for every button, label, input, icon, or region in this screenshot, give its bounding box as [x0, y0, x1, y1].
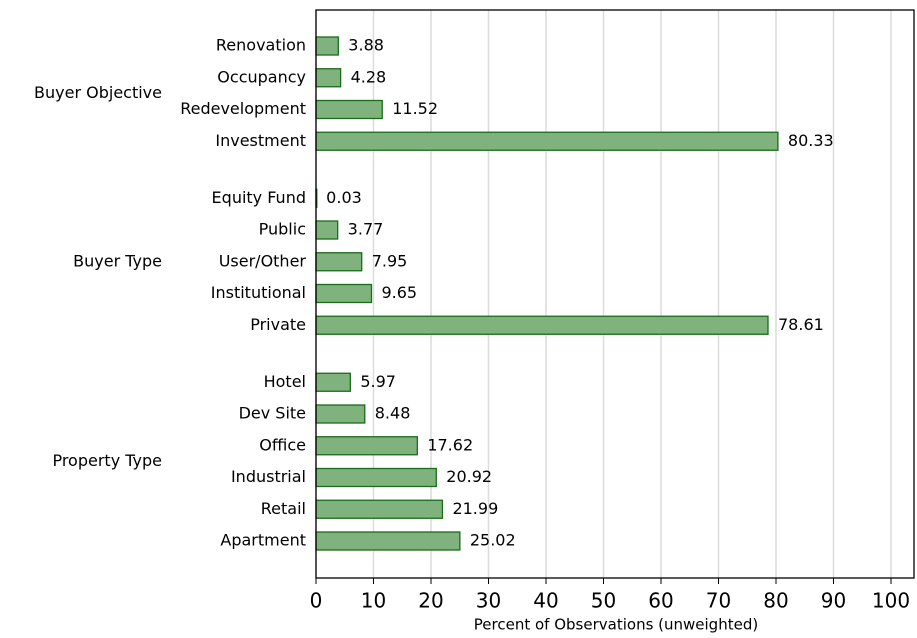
x-tick-label: 0 [310, 589, 323, 613]
bar [315, 220, 339, 240]
category-label: Renovation [216, 36, 306, 55]
x-tick-label: 10 [361, 589, 386, 613]
value-label: 11.52 [392, 99, 438, 118]
value-label: 78.61 [778, 315, 824, 334]
value-label: 7.95 [372, 251, 408, 270]
x-tick-label: 80 [763, 589, 788, 613]
category-label: Hotel [264, 372, 306, 391]
value-label: 8.48 [375, 404, 411, 423]
bar [315, 436, 418, 456]
group-label: Buyer Objective [34, 83, 162, 102]
bar [315, 283, 373, 304]
value-label: 4.28 [351, 67, 387, 86]
bar [315, 531, 461, 551]
x-tick-label: 40 [533, 589, 558, 613]
value-label: 25.02 [470, 531, 516, 550]
x-tick-label: 50 [591, 589, 616, 613]
x-tick-label: 100 [872, 589, 910, 613]
value-label: 80.33 [788, 131, 834, 150]
bar [315, 99, 383, 120]
bar [315, 36, 339, 56]
group-label: Buyer Type [73, 251, 162, 270]
x-axis-label: Percent of Observations (unweighted) [474, 616, 758, 634]
value-label: 3.88 [348, 36, 384, 55]
x-tick-label: 70 [706, 589, 731, 613]
category-label: Equity Fund [212, 188, 306, 207]
category-label: Apartment [220, 531, 306, 550]
category-label: Industrial [231, 467, 306, 486]
plot-frame [315, 9, 915, 579]
category-label: Public [259, 220, 306, 239]
bar [315, 499, 444, 519]
value-label: 3.77 [348, 220, 384, 239]
value-label: 21.99 [452, 499, 498, 518]
value-label: 0.03 [326, 188, 362, 207]
bar [315, 131, 779, 151]
category-label: Institutional [211, 283, 306, 302]
group-label: Property Type [52, 451, 162, 470]
x-tick-label: 60 [648, 589, 673, 613]
x-tick-label: 90 [821, 589, 846, 613]
bar [315, 372, 351, 392]
category-label: Private [250, 315, 306, 334]
bar [315, 315, 769, 335]
bar [315, 467, 437, 488]
value-label: 9.65 [381, 283, 417, 302]
category-label: Redevelopment [180, 99, 306, 118]
category-label: User/Other [219, 251, 307, 270]
bar [315, 404, 366, 424]
bar [315, 252, 363, 272]
bar [315, 68, 342, 88]
category-label: Office [259, 435, 306, 454]
category-label: Investment [215, 131, 306, 150]
category-label: Retail [261, 499, 306, 518]
value-label: 5.97 [360, 372, 396, 391]
category-label: Occupancy [217, 67, 306, 86]
x-tick-label: 30 [476, 589, 501, 613]
category-label: Dev Site [239, 404, 306, 423]
value-label: 17.62 [427, 435, 473, 454]
x-tick-label: 20 [418, 589, 443, 613]
value-label: 20.92 [446, 467, 492, 486]
